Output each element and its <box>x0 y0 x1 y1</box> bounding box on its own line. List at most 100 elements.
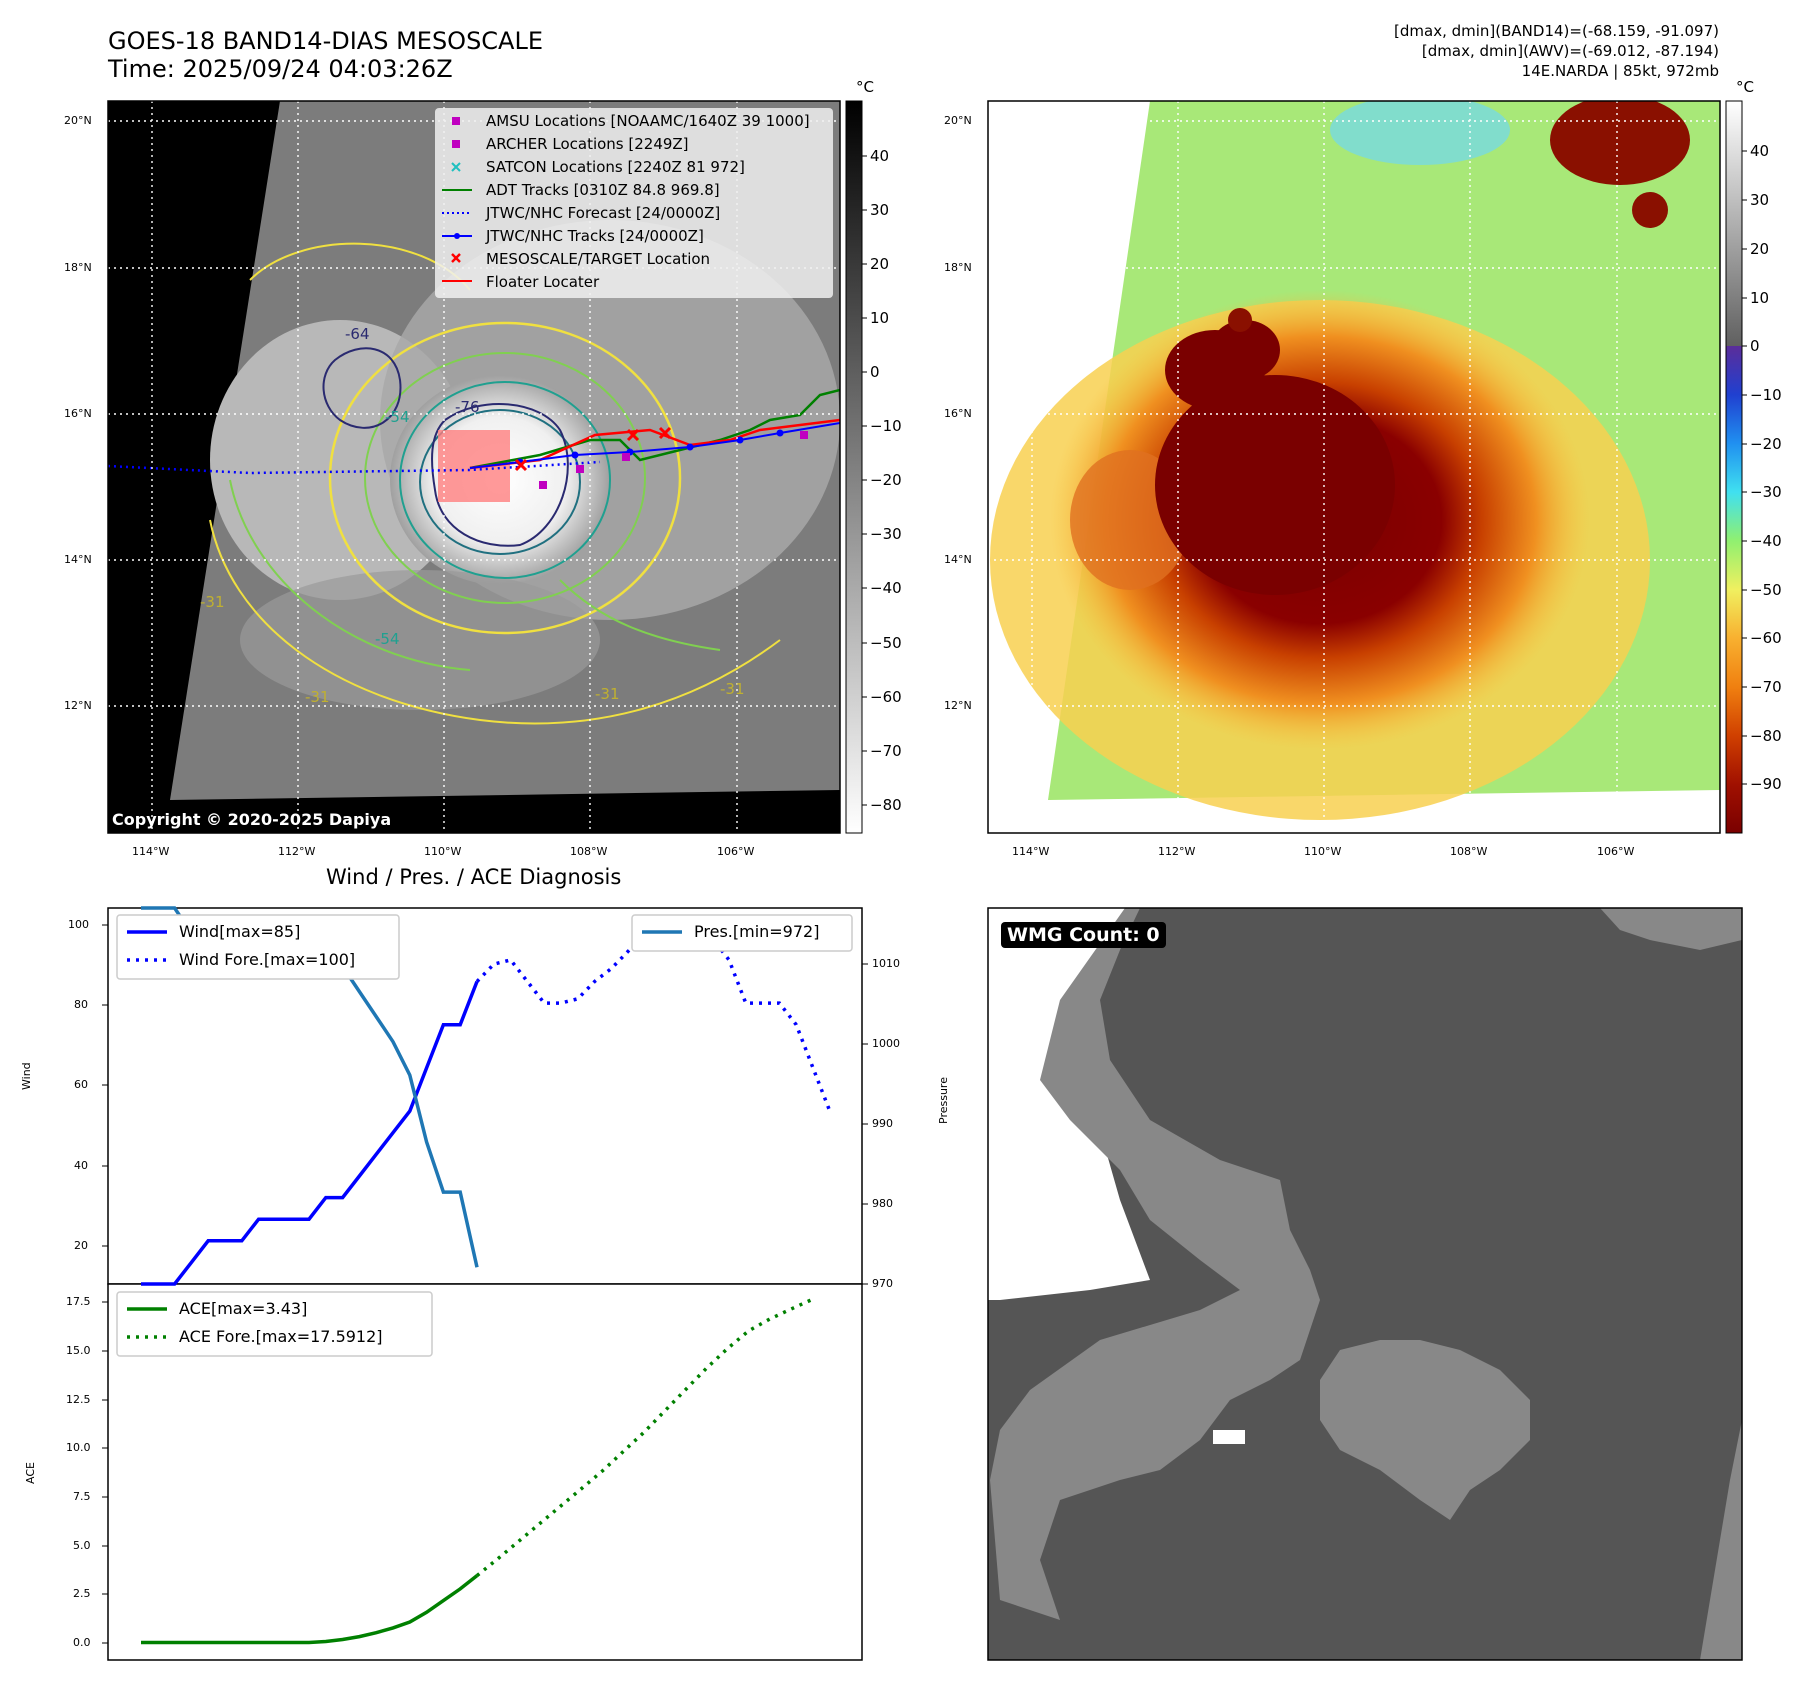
contour-label: -76 <box>455 398 480 416</box>
right-colorbar-frame <box>1725 100 1743 834</box>
left-rainband-south <box>240 570 600 710</box>
contour-label: -54 <box>385 408 410 426</box>
left-colorbar-label: 20 <box>870 255 890 273</box>
right-colorbar-label: −80 <box>1750 727 1782 745</box>
contour-label: -54 <box>375 630 400 648</box>
right-colorbar-label: 40 <box>1750 142 1770 160</box>
right-colorbar-label: −40 <box>1750 532 1782 550</box>
wmg-clear-region-w <box>988 1020 1150 1300</box>
contour-ring-outer <box>328 321 682 635</box>
left-lat-label: 12°N <box>64 699 92 712</box>
left-map-frame <box>107 100 841 834</box>
jtwc-forecast-track <box>108 460 601 475</box>
wind-tick-label: 60 <box>74 1078 88 1091</box>
contour-label: -31 <box>305 688 330 706</box>
contour-ring-4 <box>419 409 581 555</box>
legend-amsu-symbol <box>452 117 460 125</box>
left-colorbar-label: 10 <box>870 309 890 327</box>
legend-archer-symbol <box>452 140 460 148</box>
contour-ring-3 <box>399 381 611 579</box>
left-colorbar-label: 0 <box>870 363 880 381</box>
contour-band-se <box>559 579 721 651</box>
legend-satcon-label: SATCON Locations [2240Z 81 972] <box>486 158 745 176</box>
right-colorbar-unit: °C <box>1736 78 1754 96</box>
left-lon-label: 114°W <box>132 845 170 858</box>
copyright-label: Copyright © 2020-2025 Dapiya <box>112 810 392 829</box>
diagnosis-axis-ticks <box>102 924 868 1644</box>
legend-satcon-symbol <box>451 162 461 172</box>
left-lat-label: 16°N <box>64 407 92 420</box>
right-colorbar-label: 0 <box>1750 337 1760 355</box>
left-colorbar-ticks <box>862 155 867 806</box>
wind-tick-label: 80 <box>74 998 88 1011</box>
right-colorbar-lower <box>1726 346 1742 833</box>
pressure-legend-box <box>631 914 853 952</box>
info-storm-summary: 14E.NARDA | 85kt, 972mb <box>1521 62 1719 80</box>
pressure-tick-label: 970 <box>872 1277 893 1290</box>
wind-tick-label: 20 <box>74 1239 88 1252</box>
legend-amsu-label: AMSU Locations [NOAAMC/1640Z 39 1000] <box>486 112 810 130</box>
left-map-legend-symbols <box>442 117 472 282</box>
wind-axis-label: Wind <box>20 1062 33 1090</box>
right-colorbar-label: −70 <box>1750 678 1782 696</box>
contour-label: -31 <box>595 685 620 703</box>
wmg-gray-patch-e <box>1700 1420 1742 1660</box>
right-colorbar-ticks <box>1742 150 1747 785</box>
pressure-tick-label: 980 <box>872 1197 893 1210</box>
wmg-frame <box>987 907 1743 1661</box>
left-lat-label: 14°N <box>64 553 92 566</box>
contour-arc-south <box>209 519 781 725</box>
right-lon-label: 108°W <box>1450 845 1488 858</box>
jtwc-best-track <box>469 422 840 469</box>
wind-tick-label: 40 <box>74 1159 88 1172</box>
legend-pres-label: Pres.[min=972] <box>694 922 820 941</box>
right-colorbar-label: −10 <box>1750 386 1782 404</box>
contour-label: -31 <box>720 680 745 698</box>
left-colorbar-label: −30 <box>870 525 902 543</box>
right-convective-cell-ne-2 <box>1632 192 1668 228</box>
right-colorbar-upper <box>1726 101 1742 346</box>
right-colorbar-label: −60 <box>1750 629 1782 647</box>
pressure-tick-label: 990 <box>872 1117 893 1130</box>
contour-cell-west <box>322 347 402 429</box>
left-colorbar-label: 40 <box>870 147 890 165</box>
left-lat-label: 20°N <box>64 114 92 127</box>
wmg-clear-region-nw <box>988 908 1125 1250</box>
ace-tick-label: 15.0 <box>66 1344 91 1357</box>
right-colorbar-label: 30 <box>1750 191 1770 209</box>
left-colorbar-label: 30 <box>870 201 890 219</box>
wind-tick-label: 100 <box>68 918 89 931</box>
mesoscale-target-markers <box>514 426 672 472</box>
legend-forecast-label: JTWC/NHC Forecast [24/0000Z] <box>486 204 721 222</box>
right-lat-label: 14°N <box>944 553 972 566</box>
legend-adt-label: ADT Tracks [0310Z 84.8 969.8] <box>486 181 720 199</box>
wmg-panel <box>987 907 1743 1661</box>
figure-title-line2: Time: 2025/09/24 04:03:26Z <box>108 55 453 83</box>
wmg-count-label: WMG Count: 0 <box>1001 922 1166 948</box>
ace-tick-label: 5.0 <box>73 1539 91 1552</box>
ace-axis-label: ACE <box>24 1462 37 1484</box>
legend-wind-fore-label: Wind Fore.[max=100] <box>179 950 356 969</box>
left-colorbar-label: −10 <box>870 417 902 435</box>
left-colorbar-label: −20 <box>870 471 902 489</box>
figure-title-line1: GOES-18 BAND14-DIAS MESOSCALE <box>108 27 544 55</box>
wmg-gray-patch-ne <box>1600 908 1742 950</box>
left-colorbar-label: −70 <box>870 742 902 760</box>
left-lon-label: 106°W <box>717 845 755 858</box>
diagnosis-title: Wind / Pres. / ACE Diagnosis <box>326 865 622 889</box>
right-cold-patch-north <box>1330 101 1510 165</box>
right-lon-label: 112°W <box>1158 845 1196 858</box>
right-cdo-core <box>1155 375 1395 595</box>
left-lat-label: 18°N <box>64 261 92 274</box>
legend-ace-fore-label: ACE Fore.[max=17.5912] <box>179 1327 383 1346</box>
right-map-gridlines <box>988 101 1720 833</box>
contour-arc-south-2 <box>229 479 471 671</box>
right-lat-label: 20°N <box>944 114 972 127</box>
ace-tick-label: 10.0 <box>66 1441 91 1454</box>
right-lat-label: 18°N <box>944 261 972 274</box>
info-awv-range: [dmax, dmin](AWV)=(-69.012, -87.194) <box>1421 42 1719 60</box>
right-convective-cell-ne <box>1550 101 1690 185</box>
legend-archer-label: ARCHER Locations [2249Z] <box>486 135 689 153</box>
right-colorbar-label: −50 <box>1750 581 1782 599</box>
